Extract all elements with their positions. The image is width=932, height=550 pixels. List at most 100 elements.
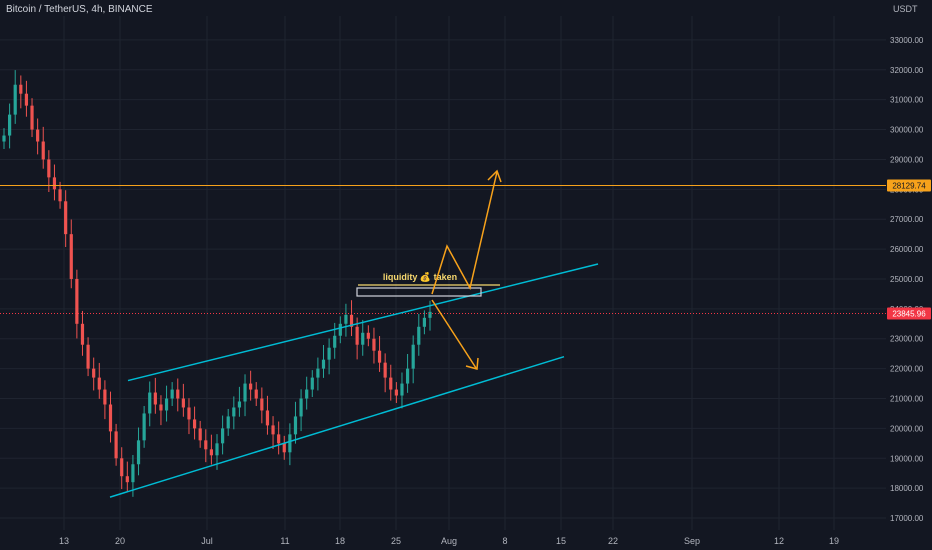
current-price-label-bg [887, 307, 931, 320]
candle-body [299, 398, 303, 417]
candle-body [349, 314, 354, 327]
candle-body [136, 440, 141, 465]
candle-body [41, 141, 45, 160]
y-tick-label: 23000.00 [890, 335, 924, 344]
candle-body [64, 201, 68, 235]
y-tick-label: 29000.00 [890, 155, 924, 164]
channel-lower-line [109, 355, 565, 498]
symbol-title: Bitcoin / TetherUS, 4h, BINANCE [6, 4, 153, 15]
channel-upper-line [127, 263, 599, 382]
candle-body [215, 443, 219, 456]
resistance-label: 28129.74 [892, 181, 926, 190]
y-tick-label: 30000.00 [890, 126, 924, 135]
candle-body [159, 404, 163, 411]
candle-body [36, 129, 40, 142]
candle-body [103, 389, 107, 405]
candle-body [97, 377, 101, 390]
candle-body [282, 443, 286, 453]
candle-body [237, 401, 242, 408]
x-tick-label: 22 [608, 536, 618, 546]
candle-body [170, 389, 174, 399]
x-tick-label: 12 [774, 536, 784, 546]
candle-body [192, 419, 197, 429]
liquidity-box [356, 287, 482, 297]
candle-body [417, 326, 421, 345]
candle-body [204, 440, 208, 450]
current-price-label: 23845.96 [892, 309, 926, 318]
candle-body [209, 449, 213, 456]
candle-body [58, 189, 62, 202]
y-tick-label: 18000.00 [890, 484, 924, 493]
candle-body [243, 383, 247, 402]
y-tick-label: 19000.00 [890, 454, 924, 463]
candle-body [372, 338, 376, 351]
y-tick-label: 20000.00 [890, 424, 924, 433]
candle-body [30, 105, 34, 130]
candle-body [142, 413, 146, 441]
candle-body [120, 458, 124, 477]
y-tick-label: 21000.00 [890, 395, 924, 404]
y-tick-label: 33000.00 [890, 36, 924, 45]
candle-body [232, 407, 236, 417]
candle-body [2, 135, 6, 142]
candle-body [400, 383, 404, 396]
candle-body [383, 362, 387, 378]
candle-body [19, 84, 23, 94]
candle-body [47, 159, 51, 178]
y-tick-label: 27000.00 [890, 215, 924, 224]
y-tick-label: 26000.00 [890, 245, 924, 254]
candle-body [321, 359, 326, 369]
candle-body [305, 389, 309, 399]
candle-body [92, 368, 96, 378]
candle-body [80, 323, 85, 345]
candle-body [344, 314, 348, 324]
x-tick-label: 18 [335, 536, 345, 546]
candle-body [226, 416, 230, 429]
candle-body [411, 344, 415, 369]
projection-up-path [431, 171, 498, 295]
candle-body [394, 389, 398, 396]
candle-body [181, 398, 185, 408]
candle-body [405, 368, 410, 384]
resistance-label-bg [887, 179, 931, 192]
candle-body [131, 464, 135, 483]
candle-body [428, 311, 432, 318]
candle-body [108, 404, 113, 432]
candle-body [271, 425, 275, 435]
candle-body [377, 350, 382, 363]
candle-body [316, 368, 320, 378]
projection-up-arrowhead [487, 169, 502, 183]
candle-body [187, 407, 191, 420]
projection-down-arrowhead [465, 357, 479, 370]
candle-body [366, 332, 370, 339]
currency-label: USDT [893, 4, 918, 14]
candle-body [288, 434, 292, 453]
candle-body [422, 317, 426, 327]
x-tick-label: Sep [684, 536, 700, 546]
x-tick-label: 13 [59, 536, 69, 546]
candle-body [176, 389, 180, 399]
candle-body [277, 434, 281, 444]
candle-body [249, 383, 253, 390]
candle-body [86, 344, 90, 369]
candle-body [355, 326, 359, 345]
x-tick-label: Jul [201, 536, 213, 546]
x-tick-label: 8 [502, 536, 507, 546]
candle-body [293, 416, 298, 435]
candle-body [265, 410, 270, 426]
y-tick-label: 22000.00 [890, 365, 924, 374]
candle-body [254, 389, 258, 399]
candle-body [75, 278, 79, 324]
candle-body [310, 377, 314, 390]
y-tick-label: 25000.00 [890, 275, 924, 284]
x-tick-label: 15 [556, 536, 566, 546]
candle-body [221, 428, 225, 444]
candle-body [69, 234, 73, 279]
candle-body [260, 398, 264, 411]
candle-body [389, 377, 393, 390]
candle-body [338, 323, 342, 336]
candle-body [13, 84, 17, 115]
projection-down-path [431, 299, 477, 369]
